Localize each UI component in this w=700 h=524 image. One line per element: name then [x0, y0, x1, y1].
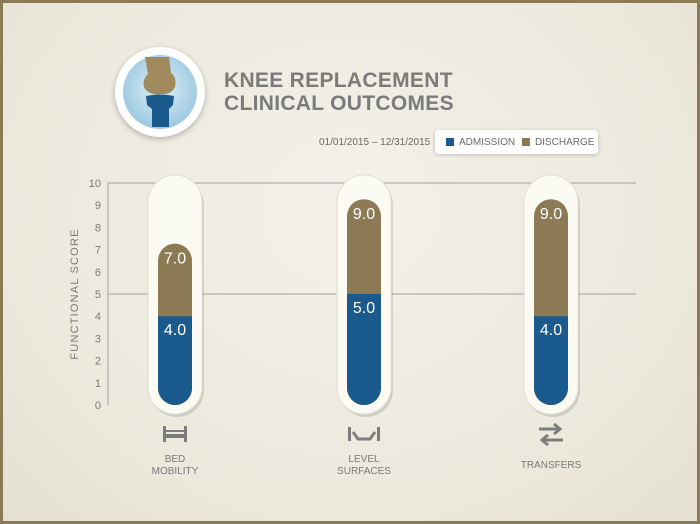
- legend-swatch-admission: [446, 138, 454, 146]
- knee-joint-icon: [123, 55, 197, 129]
- y-tick-label: 6: [95, 267, 101, 279]
- y-tick-label: 2: [95, 356, 101, 368]
- data-label-discharge: 7.0: [164, 251, 186, 268]
- x-category-label: BED MOBILITY: [152, 454, 199, 477]
- bar-admission: [158, 316, 192, 405]
- data-label-admission: 5.0: [353, 300, 375, 317]
- bed-icon: [163, 426, 187, 442]
- y-tick-label: 5: [95, 289, 101, 301]
- bar-group: 9.0 5.0: [336, 174, 393, 417]
- legend-label-admission: ADMISSION: [459, 137, 516, 148]
- level-surfaces-icon: [348, 427, 380, 441]
- data-label-discharge: 9.0: [353, 206, 375, 223]
- y-axis-label: FUNCTIONAL SCORE: [69, 228, 81, 359]
- legend-label-discharge: DISCHARGE: [535, 137, 595, 148]
- data-label-admission: 4.0: [540, 322, 562, 339]
- bar-admission: [534, 316, 568, 405]
- title-line-2: CLINICAL OUTCOMES: [224, 92, 454, 115]
- y-tick-label: 0: [95, 400, 101, 412]
- legend-item-admission: ADMISSION: [446, 137, 515, 148]
- x-category-label: TRANSFERS: [521, 460, 582, 471]
- y-tick-label: 8: [95, 222, 101, 234]
- date-range: 01/01/2015 – 12/31/2015: [319, 137, 431, 148]
- y-tick-label: 4: [95, 311, 101, 323]
- bar-group: 9.0 4.0: [523, 174, 580, 417]
- y-tick-label: 1: [95, 378, 101, 390]
- legend-item-discharge: DISCHARGE: [522, 137, 594, 148]
- title-line-1: KNEE REPLACEMENT: [224, 69, 453, 92]
- y-tick-label: 9: [95, 200, 101, 212]
- knee-logo: [115, 47, 205, 137]
- x-category-label: LEVEL SURFACES: [337, 454, 391, 477]
- chart-title: KNEE REPLACEMENT CLINICAL OUTCOMES: [224, 69, 454, 115]
- bar-admission: [347, 294, 381, 405]
- y-tick-label: 10: [89, 178, 101, 190]
- legend-swatch-discharge: [522, 138, 530, 146]
- data-label-admission: 4.0: [164, 322, 186, 339]
- y-tick-label: 3: [95, 333, 101, 345]
- y-tick-label: 7: [95, 245, 101, 257]
- data-label-discharge: 9.0: [540, 206, 562, 223]
- legend: ADMISSION DISCHARGE: [435, 130, 598, 154]
- bar-group: 7.0 4.0: [147, 174, 204, 417]
- transfers-icon: [539, 422, 563, 447]
